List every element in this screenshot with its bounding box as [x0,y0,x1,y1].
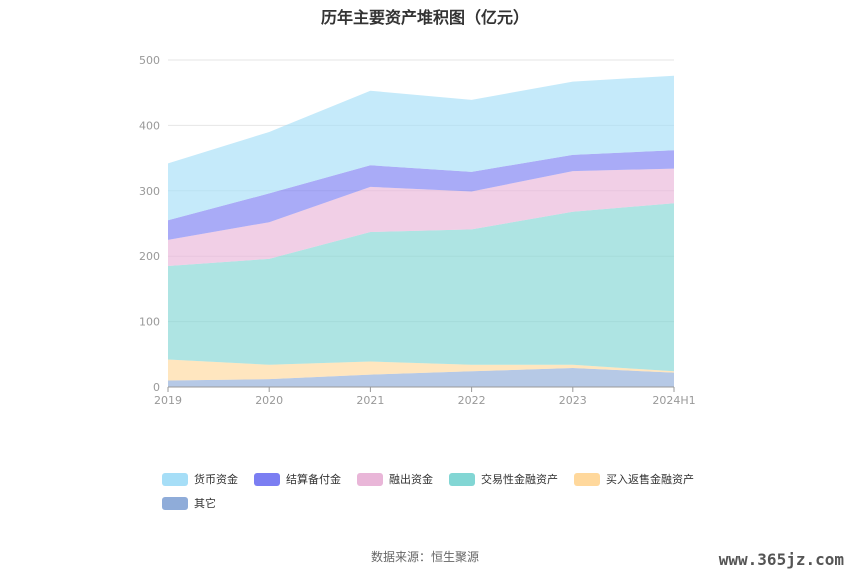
area-series-0 [168,368,674,387]
legend-item[interactable]: 货币资金 [162,472,238,486]
x-tick-label: 2021 [356,394,384,407]
x-tick-label: 2019 [154,394,182,407]
y-tick-label: 200 [139,250,160,263]
legend-label: 其它 [194,497,216,510]
area-series-4 [168,150,674,240]
legend-item[interactable]: 买入返售金融资产 [574,472,694,486]
legend-label: 货币资金 [194,473,238,486]
y-tick-label: 300 [139,185,160,198]
watermark: www.365jz.com [718,550,844,569]
legend-item[interactable]: 融出资金 [357,472,433,486]
chart-title: 历年主要资产堆积图（亿元） [320,8,529,27]
legend-swatch [254,472,280,486]
chart-legend: 货币资金 结算备付金 融出资金 交易性金融资产 买入返售金融资产其它 [162,472,722,510]
area-series-5 [168,75,674,221]
x-tick-label: 2023 [559,394,587,407]
y-tick-label: 100 [139,316,160,329]
stacked-area-chart: 0 100 200 300 400 500 2019 2020 2021 2022 2023 2024… [139,54,696,407]
y-tick-label: 500 [139,54,160,67]
legend-label: 融出资金 [389,473,433,486]
legend-label: 结算备付金 [286,473,341,486]
legend-swatch [162,472,188,486]
y-tick-label: 0 [153,381,160,394]
x-tick-label: 2024H1 [652,394,695,407]
legend-swatch [357,472,383,486]
legend-item[interactable]: 结算备付金 [254,472,341,486]
area-series [168,75,674,387]
legend-label: 交易性金融资产 [481,473,558,486]
legend-swatch [449,472,475,486]
legend-swatch [574,472,600,486]
area-series-3 [168,168,674,267]
axes: 0 100 200 300 400 500 2019 2020 2021 2022 2023 2024… [139,54,696,407]
data-source: 数据来源：恒生聚源 [370,550,479,564]
legend-item[interactable]: 其它 [162,496,216,510]
x-tick-label: 2020 [255,394,283,407]
y-tick-label: 400 [139,119,160,132]
legend-label: 买入返售金融资产 [606,473,694,486]
x-tick-label: 2022 [458,394,486,407]
legend-item[interactable]: 交易性金融资产 [449,472,558,486]
area-series-2 [168,203,674,372]
legend-swatch [162,496,188,510]
